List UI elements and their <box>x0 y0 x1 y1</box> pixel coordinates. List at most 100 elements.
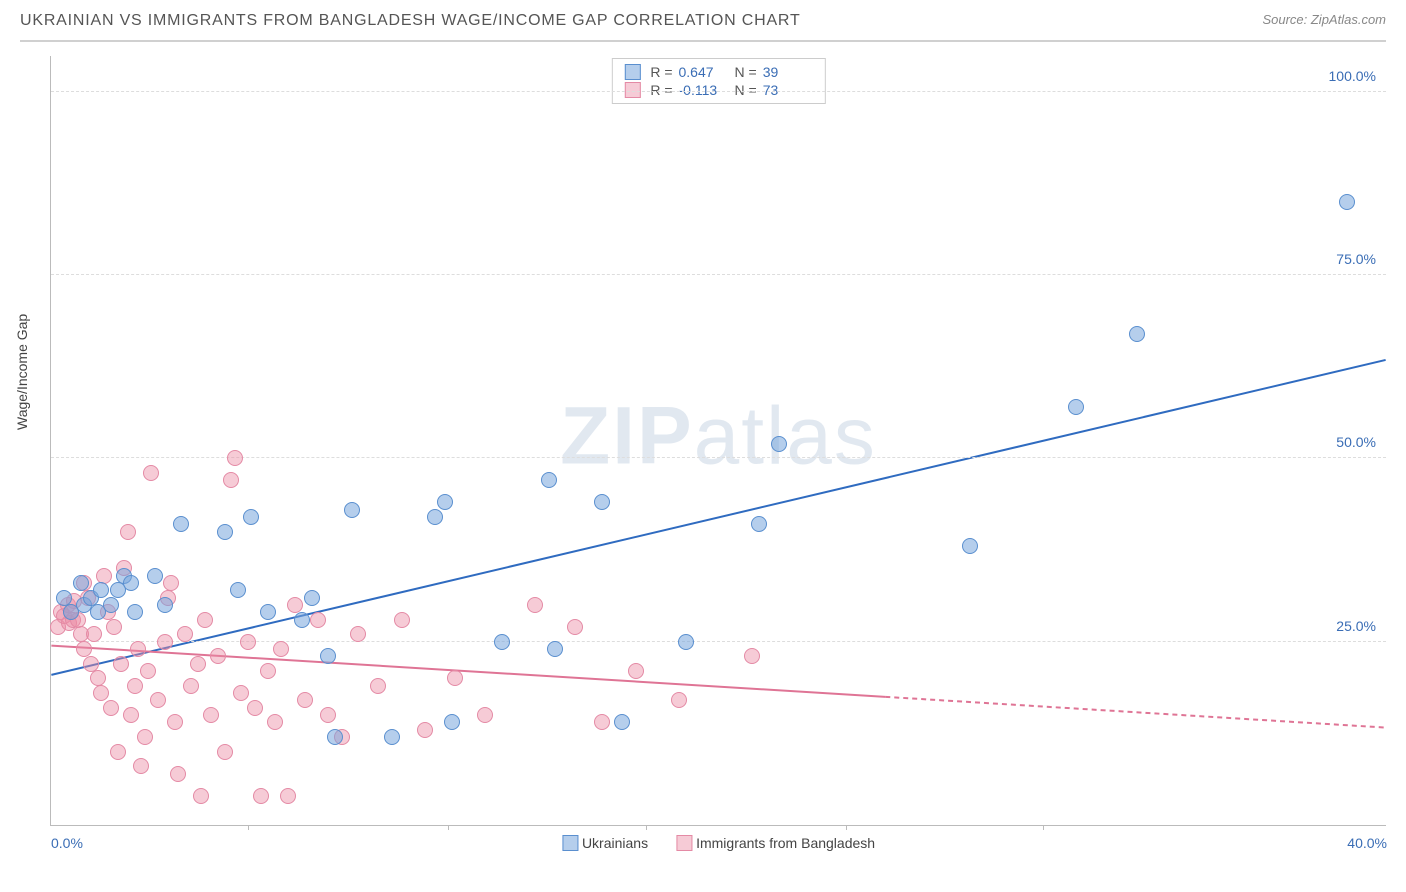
y-tick-label: 50.0% <box>1336 434 1376 450</box>
scatter-point <box>427 509 443 525</box>
scatter-point <box>541 472 557 488</box>
y-tick-label: 100.0% <box>1329 68 1376 84</box>
scatter-point <box>113 656 129 672</box>
x-tick-mark <box>646 825 647 830</box>
gridline <box>51 457 1386 458</box>
scatter-point <box>751 516 767 532</box>
scatter-point <box>350 626 366 642</box>
scatter-point <box>197 612 213 628</box>
scatter-point <box>594 714 610 730</box>
scatter-point <box>547 641 563 657</box>
scatter-point <box>444 714 460 730</box>
scatter-point <box>962 538 978 554</box>
scatter-point <box>217 744 233 760</box>
x-tick-label: 40.0% <box>1347 835 1387 851</box>
scatter-point <box>437 494 453 510</box>
scatter-point <box>253 788 269 804</box>
scatter-point <box>223 472 239 488</box>
scatter-point <box>76 641 92 657</box>
scatter-point <box>344 502 360 518</box>
scatter-point <box>120 524 136 540</box>
legend-item-1: Immigrants from Bangladesh <box>676 835 875 851</box>
scatter-point <box>106 619 122 635</box>
scatter-point <box>280 788 296 804</box>
scatter-point <box>287 597 303 613</box>
scatter-point <box>304 590 320 606</box>
scatter-point <box>320 648 336 664</box>
scatter-point <box>260 663 276 679</box>
chart-title: UKRAINIAN VS IMMIGRANTS FROM BANGLADESH … <box>20 12 801 30</box>
scatter-point <box>83 656 99 672</box>
scatter-point <box>93 685 109 701</box>
scatter-point <box>267 714 283 730</box>
series-legend: Ukrainians Immigrants from Bangladesh <box>562 835 875 851</box>
scatter-point <box>217 524 233 540</box>
scatter-point <box>127 604 143 620</box>
scatter-point <box>744 648 760 664</box>
scatter-point <box>671 692 687 708</box>
scatter-point <box>628 663 644 679</box>
scatter-point <box>56 590 72 606</box>
scatter-point <box>210 648 226 664</box>
scatter-point <box>273 641 289 657</box>
scatter-point <box>327 729 343 745</box>
scatter-point <box>614 714 630 730</box>
scatter-point <box>103 700 119 716</box>
scatter-point <box>140 663 156 679</box>
scatter-point <box>190 656 206 672</box>
legend-swatch-bottom-1 <box>676 835 692 851</box>
scatter-point <box>93 582 109 598</box>
scatter-point <box>157 634 173 650</box>
scatter-point <box>130 641 146 657</box>
scatter-point <box>177 626 193 642</box>
scatter-point <box>193 788 209 804</box>
watermark: ZIPatlas <box>560 389 877 483</box>
scatter-point <box>310 612 326 628</box>
scatter-point <box>203 707 219 723</box>
scatter-point <box>133 758 149 774</box>
y-axis-label: Wage/Income Gap <box>14 314 30 430</box>
y-tick-label: 25.0% <box>1336 618 1376 634</box>
scatter-point <box>417 722 433 738</box>
scatter-point <box>143 465 159 481</box>
scatter-point <box>294 612 310 628</box>
legend-row-series-0: R = 0.647 N = 39 <box>624 63 812 81</box>
scatter-point <box>123 707 139 723</box>
scatter-point <box>297 692 313 708</box>
scatter-point <box>243 509 259 525</box>
scatter-point <box>150 692 166 708</box>
gridline <box>51 91 1386 92</box>
correlation-legend: R = 0.647 N = 39 R = -0.113 N = 73 <box>611 58 825 104</box>
scatter-point <box>96 568 112 584</box>
gridline <box>51 274 1386 275</box>
scatter-point <box>86 626 102 642</box>
scatter-point <box>678 634 694 650</box>
scatter-point <box>157 597 173 613</box>
scatter-point <box>494 634 510 650</box>
legend-swatch-bottom-0 <box>562 835 578 851</box>
scatter-point <box>567 619 583 635</box>
legend-item-0: Ukrainians <box>562 835 648 851</box>
scatter-point <box>233 685 249 701</box>
scatter-point <box>103 597 119 613</box>
scatter-point <box>173 516 189 532</box>
scatter-point <box>183 678 199 694</box>
scatter-point <box>260 604 276 620</box>
scatter-point <box>230 582 246 598</box>
x-tick-label: 0.0% <box>51 835 83 851</box>
legend-swatch-0 <box>624 64 640 80</box>
chart-header: UKRAINIAN VS IMMIGRANTS FROM BANGLADESH … <box>20 12 1386 42</box>
y-tick-label: 75.0% <box>1336 251 1376 267</box>
scatter-point <box>1339 194 1355 210</box>
scatter-point <box>227 450 243 466</box>
scatter-chart: ZIPatlas R = 0.647 N = 39 R = -0.113 N =… <box>50 56 1386 826</box>
scatter-point <box>170 766 186 782</box>
x-tick-mark <box>448 825 449 830</box>
scatter-point <box>594 494 610 510</box>
scatter-point <box>1129 326 1145 342</box>
scatter-point <box>163 575 179 591</box>
chart-source: Source: ZipAtlas.com <box>1262 12 1386 27</box>
x-tick-mark <box>248 825 249 830</box>
scatter-point <box>90 670 106 686</box>
scatter-point <box>394 612 410 628</box>
